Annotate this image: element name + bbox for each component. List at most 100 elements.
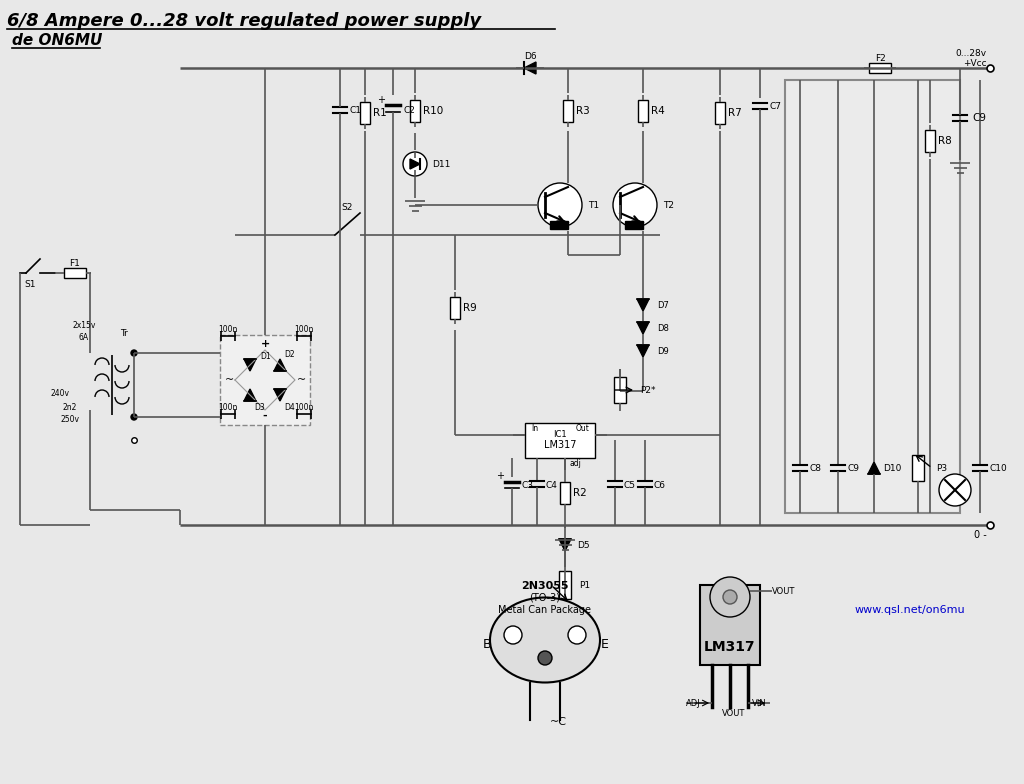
- Bar: [625, 221, 643, 229]
- Text: C8: C8: [809, 463, 821, 473]
- Text: (TO-3): (TO-3): [529, 593, 560, 603]
- Text: C5: C5: [624, 481, 636, 489]
- Text: 100n: 100n: [218, 325, 238, 333]
- Text: P3: P3: [936, 463, 947, 473]
- Polygon shape: [868, 462, 880, 474]
- Text: R9: R9: [463, 303, 477, 313]
- Polygon shape: [244, 389, 256, 401]
- Text: R1: R1: [373, 108, 387, 118]
- Bar: [638, 100, 648, 122]
- Circle shape: [613, 183, 657, 227]
- Polygon shape: [244, 359, 256, 371]
- Text: C4: C4: [546, 481, 558, 489]
- Bar: [63, 268, 86, 278]
- Bar: [220, 335, 310, 425]
- Bar: [700, 585, 760, 665]
- Text: R2: R2: [573, 488, 587, 498]
- Text: 6A: 6A: [79, 332, 89, 342]
- Text: Out: Out: [575, 423, 589, 433]
- Text: -: -: [263, 411, 267, 421]
- Text: R7: R7: [728, 108, 741, 118]
- Text: D9: D9: [657, 347, 669, 355]
- Circle shape: [568, 626, 586, 644]
- Text: D8: D8: [657, 324, 669, 332]
- Text: D6: D6: [523, 52, 537, 60]
- Text: D3: D3: [254, 402, 265, 412]
- Text: D11: D11: [432, 159, 451, 169]
- Text: R4: R4: [651, 106, 665, 116]
- Polygon shape: [637, 299, 649, 311]
- Bar: [550, 221, 568, 229]
- Bar: [560, 482, 570, 504]
- Circle shape: [403, 152, 427, 176]
- Circle shape: [131, 414, 137, 420]
- Text: D5: D5: [577, 540, 590, 550]
- Circle shape: [538, 651, 552, 665]
- Polygon shape: [637, 322, 649, 334]
- Text: D7: D7: [657, 300, 669, 310]
- Text: D2: D2: [284, 350, 295, 358]
- Bar: [360, 102, 370, 124]
- Text: 0...28v: 0...28v: [955, 49, 987, 57]
- Text: ~C: ~C: [550, 717, 567, 727]
- Polygon shape: [637, 345, 649, 357]
- Text: P2*: P2*: [640, 386, 655, 394]
- Text: Metal Can Package: Metal Can Package: [499, 605, 592, 615]
- Circle shape: [538, 183, 582, 227]
- Polygon shape: [274, 389, 286, 401]
- Circle shape: [504, 626, 522, 644]
- Polygon shape: [524, 62, 536, 74]
- Circle shape: [939, 474, 971, 506]
- Bar: [450, 297, 460, 319]
- Circle shape: [710, 577, 750, 617]
- Bar: [614, 377, 626, 403]
- Text: C3: C3: [521, 481, 534, 489]
- Circle shape: [723, 590, 737, 604]
- Circle shape: [131, 350, 137, 356]
- Text: 2N3055: 2N3055: [521, 581, 568, 591]
- Text: R10: R10: [423, 106, 443, 116]
- Text: 2x15v: 2x15v: [73, 321, 95, 329]
- Text: R3: R3: [575, 106, 590, 116]
- Bar: [869, 63, 891, 73]
- Text: 100n: 100n: [294, 402, 313, 412]
- Text: D4: D4: [284, 402, 295, 412]
- Text: +Vcc: +Vcc: [964, 59, 987, 67]
- Bar: [559, 571, 571, 599]
- Text: In: In: [531, 423, 539, 433]
- Ellipse shape: [490, 597, 600, 683]
- Text: C1: C1: [350, 106, 362, 114]
- Text: S1: S1: [25, 280, 36, 289]
- Text: T1: T1: [588, 201, 599, 209]
- Text: 6/8 Ampere 0...28 volt regulated power supply: 6/8 Ampere 0...28 volt regulated power s…: [7, 12, 481, 30]
- Text: B: B: [482, 638, 492, 652]
- Text: www.qsl.net/on6mu: www.qsl.net/on6mu: [855, 605, 966, 615]
- Text: de ON6MU: de ON6MU: [12, 33, 102, 48]
- Text: VOUT: VOUT: [772, 586, 796, 596]
- Text: E: E: [601, 638, 609, 652]
- Text: VIN: VIN: [752, 699, 767, 707]
- Text: C9: C9: [972, 113, 986, 123]
- Text: VOUT: VOUT: [722, 709, 745, 717]
- Text: 100n: 100n: [294, 325, 313, 333]
- Text: C2: C2: [403, 106, 415, 114]
- Polygon shape: [274, 359, 286, 371]
- Text: ~: ~: [224, 375, 233, 385]
- Bar: [563, 100, 573, 122]
- Text: 100n: 100n: [218, 402, 238, 412]
- Bar: [912, 455, 924, 481]
- Text: LM317: LM317: [544, 440, 577, 450]
- Text: adj: adj: [570, 459, 582, 468]
- Text: 0 -: 0 -: [974, 530, 987, 540]
- Text: C7: C7: [770, 101, 782, 111]
- Text: T2: T2: [663, 201, 674, 209]
- Text: S2: S2: [341, 202, 352, 212]
- Text: 2n2: 2n2: [62, 402, 77, 412]
- Text: ADJ: ADJ: [686, 699, 700, 707]
- Text: 240v: 240v: [50, 389, 70, 397]
- Text: R8: R8: [938, 136, 951, 146]
- Bar: [715, 102, 725, 124]
- Polygon shape: [559, 539, 571, 551]
- Text: F1: F1: [70, 259, 81, 267]
- Text: +: +: [377, 95, 385, 105]
